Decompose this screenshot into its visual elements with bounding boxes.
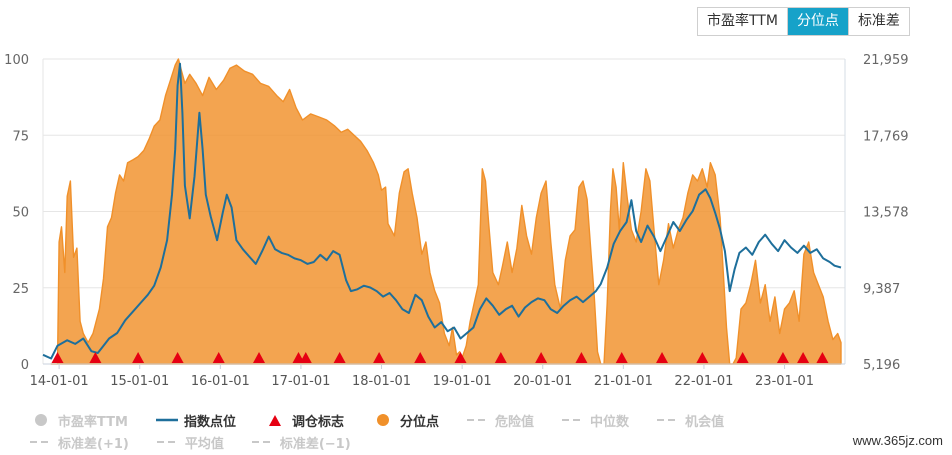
- axes: 0 5,196 25 9,387 50 13,578 75 17,769 100 21,959 14…: [4, 53, 908, 389]
- legend-item[interactable]: 分位点: [372, 411, 439, 430]
- rebalance-marker: [656, 352, 669, 363]
- index-line: [42, 62, 842, 360]
- legend-label: 指数点位: [183, 414, 236, 430]
- tab-pe-ttm[interactable]: 市盈率TTM: [698, 8, 787, 35]
- percentile-chart: 0 5,196 25 9,387 50 13,578 75 17,769 100 21,959 14…: [4, 53, 908, 389]
- x-tick-label: 15-01-01: [110, 374, 169, 389]
- dash-legend-icon: [251, 436, 274, 448]
- percentile-area-series: [50, 58, 842, 365]
- legend-label: 平均值: [184, 436, 224, 452]
- legend-label: 危险值: [495, 414, 535, 430]
- line-legend-icon: [155, 414, 178, 426]
- x-tick-label: 19-01-01: [433, 374, 492, 389]
- x-tick-label: 14-01-01: [30, 374, 89, 389]
- rebalance-marker: [51, 352, 64, 363]
- legend-item[interactable]: 机会值: [657, 411, 724, 430]
- legend-label: 分位点: [400, 414, 440, 430]
- rebalance-marker: [776, 352, 789, 363]
- index-line-series: [42, 62, 842, 360]
- rebalance-marker: [414, 352, 427, 363]
- rebalance-marker: [299, 352, 312, 363]
- x-tick-label: 23-01-01: [755, 374, 814, 389]
- legend-label: 调仓标志: [292, 414, 345, 430]
- y-right-tick-label: 5,196: [863, 358, 900, 373]
- legend-item[interactable]: 标准差(+1): [30, 433, 129, 452]
- legend-item[interactable]: 市盈率TTM: [30, 411, 128, 430]
- tab-percentile[interactable]: 分位点: [786, 8, 848, 35]
- rebalance-marker: [333, 352, 346, 363]
- y-left-tick-label: 75: [12, 129, 29, 144]
- legend-row: 市盈率TTM 指数点位 调仓标志 分位点 危险值 中位数 机会值: [30, 409, 930, 431]
- legend-label: 标准差(+1): [58, 436, 129, 452]
- circle-legend-icon: [372, 414, 394, 426]
- rebalance-marker: [212, 352, 225, 363]
- x-tick-label: 20-01-01: [513, 374, 572, 389]
- rebalance-marker: [494, 352, 507, 363]
- legend-item[interactable]: 调仓标志: [264, 411, 344, 430]
- dash-legend-icon: [657, 414, 680, 426]
- y-left-tick-label: 50: [12, 206, 29, 221]
- legend-item[interactable]: 指数点位: [155, 411, 236, 430]
- rebalance-marker: [253, 352, 266, 363]
- legend-label: 机会值: [685, 414, 725, 430]
- dash-legend-icon: [562, 414, 585, 426]
- y-left-tick-label: 0: [21, 358, 29, 373]
- legend-label: 中位数: [590, 414, 630, 430]
- rebalance-marker: [373, 352, 386, 363]
- y-left-tick-label: 100: [4, 53, 29, 68]
- y-left-tick-label: 25: [12, 282, 29, 297]
- x-tick-label: 18-01-01: [352, 374, 411, 389]
- legend-label: 标准差(−1): [279, 436, 351, 452]
- rebalance-marker: [454, 352, 467, 363]
- chart-legend: 市盈率TTM 指数点位 调仓标志 分位点 危险值 中位数 机会值 标准差(+1) 平均值 标准差…: [30, 409, 930, 453]
- rebalance-marker: [736, 352, 749, 363]
- y-right-tick-label: 13,578: [863, 206, 909, 221]
- rebalance-marker: [575, 352, 588, 363]
- x-tick-label: 16-01-01: [191, 374, 250, 389]
- legend-item[interactable]: 平均值: [156, 433, 224, 452]
- legend-label: 市盈率TTM: [58, 414, 128, 430]
- rebalance-marker: [816, 352, 829, 363]
- x-tick-label: 22-01-01: [674, 374, 733, 389]
- rebalance-marker: [132, 352, 145, 363]
- y-right-tick-label: 17,769: [863, 129, 909, 144]
- y-right-tick-label: 21,959: [863, 53, 909, 68]
- dash-legend-icon: [30, 436, 52, 448]
- legend-item[interactable]: 危险值: [467, 411, 534, 430]
- rebalance-markers: [51, 352, 829, 363]
- rebalance-marker: [797, 352, 810, 363]
- dash-legend-icon: [156, 436, 179, 448]
- tab-std-dev[interactable]: 标准差: [847, 8, 909, 35]
- triangle-legend-icon: [264, 414, 286, 426]
- view-tabs: 市盈率TTM 分位点 标准差: [697, 7, 910, 36]
- dash-legend-icon: [467, 414, 490, 426]
- percentile-area: [50, 58, 842, 365]
- rebalance-marker: [171, 352, 184, 363]
- rebalance-marker: [615, 352, 628, 363]
- watermark-text: www.365jz.com: [852, 433, 943, 448]
- rebalance-marker: [535, 352, 548, 363]
- legend-item[interactable]: 标准差(−1): [251, 433, 351, 452]
- x-tick-label: 21-01-01: [594, 374, 653, 389]
- y-right-tick-label: 9,387: [863, 282, 900, 297]
- x-tick-label: 17-01-01: [271, 374, 330, 389]
- rebalance-marker: [696, 352, 709, 363]
- legend-item[interactable]: 中位数: [562, 411, 629, 430]
- rebalance-marker: [89, 352, 102, 363]
- legend-row: 标准差(+1) 平均值 标准差(−1): [30, 431, 930, 453]
- circle-legend-icon: [30, 414, 52, 426]
